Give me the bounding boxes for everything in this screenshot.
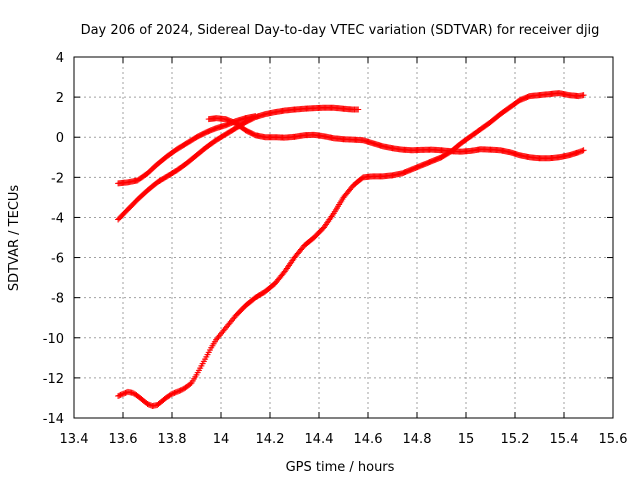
axis-ticks: 13.4 13.6 13.8 14 14.2 14.4 14.6 14.8 15 15.2 15.4…: [43, 51, 628, 447]
plot-frame: [73, 56, 614, 419]
data-point: [580, 147, 587, 154]
data-point: [355, 106, 362, 113]
x-tick-label: 14: [213, 432, 230, 447]
x-axis-title: GPS time / hours: [286, 460, 395, 475]
x-tick-label: 14.4: [305, 432, 334, 447]
data-point: [187, 380, 194, 387]
y-tick-label: -12: [43, 372, 64, 387]
x-tick-label: 15.6: [599, 432, 628, 447]
y-tick-label: 4: [56, 51, 64, 66]
data-series: [115, 90, 587, 409]
x-tick-label: 13.6: [109, 432, 138, 447]
x-tick-label: 13.8: [158, 432, 187, 447]
y-tick-label: -2: [51, 171, 64, 186]
y-tick-label: -14: [43, 412, 64, 427]
grid-lines: [74, 57, 613, 418]
y-tick-label: -4: [51, 211, 64, 226]
y-tick-label: -8: [51, 292, 64, 307]
y-tick-label: -6: [51, 252, 64, 267]
data-point: [580, 92, 587, 99]
x-tick-label: 15.2: [501, 432, 530, 447]
y-tick-label: 0: [56, 131, 64, 146]
x-tick-label: 14.8: [403, 432, 432, 447]
series-satellite-track-d: [115, 90, 587, 409]
x-tick-label: 15: [458, 432, 475, 447]
y-tick-label: -10: [43, 332, 64, 347]
x-tick-label: 14.6: [354, 432, 383, 447]
y-tick-label: 2: [56, 91, 64, 106]
data-point: [579, 147, 586, 154]
x-tick-label: 14.2: [256, 432, 285, 447]
chart-title: Day 206 of 2024, Sidereal Day-to-day VTE…: [81, 23, 600, 38]
x-tick-label: 13.4: [60, 432, 89, 447]
series-satellite-track-c: [205, 115, 587, 162]
x-tick-label: 15.4: [550, 432, 579, 447]
y-axis-title: SDTVAR / TECUs: [7, 185, 22, 292]
